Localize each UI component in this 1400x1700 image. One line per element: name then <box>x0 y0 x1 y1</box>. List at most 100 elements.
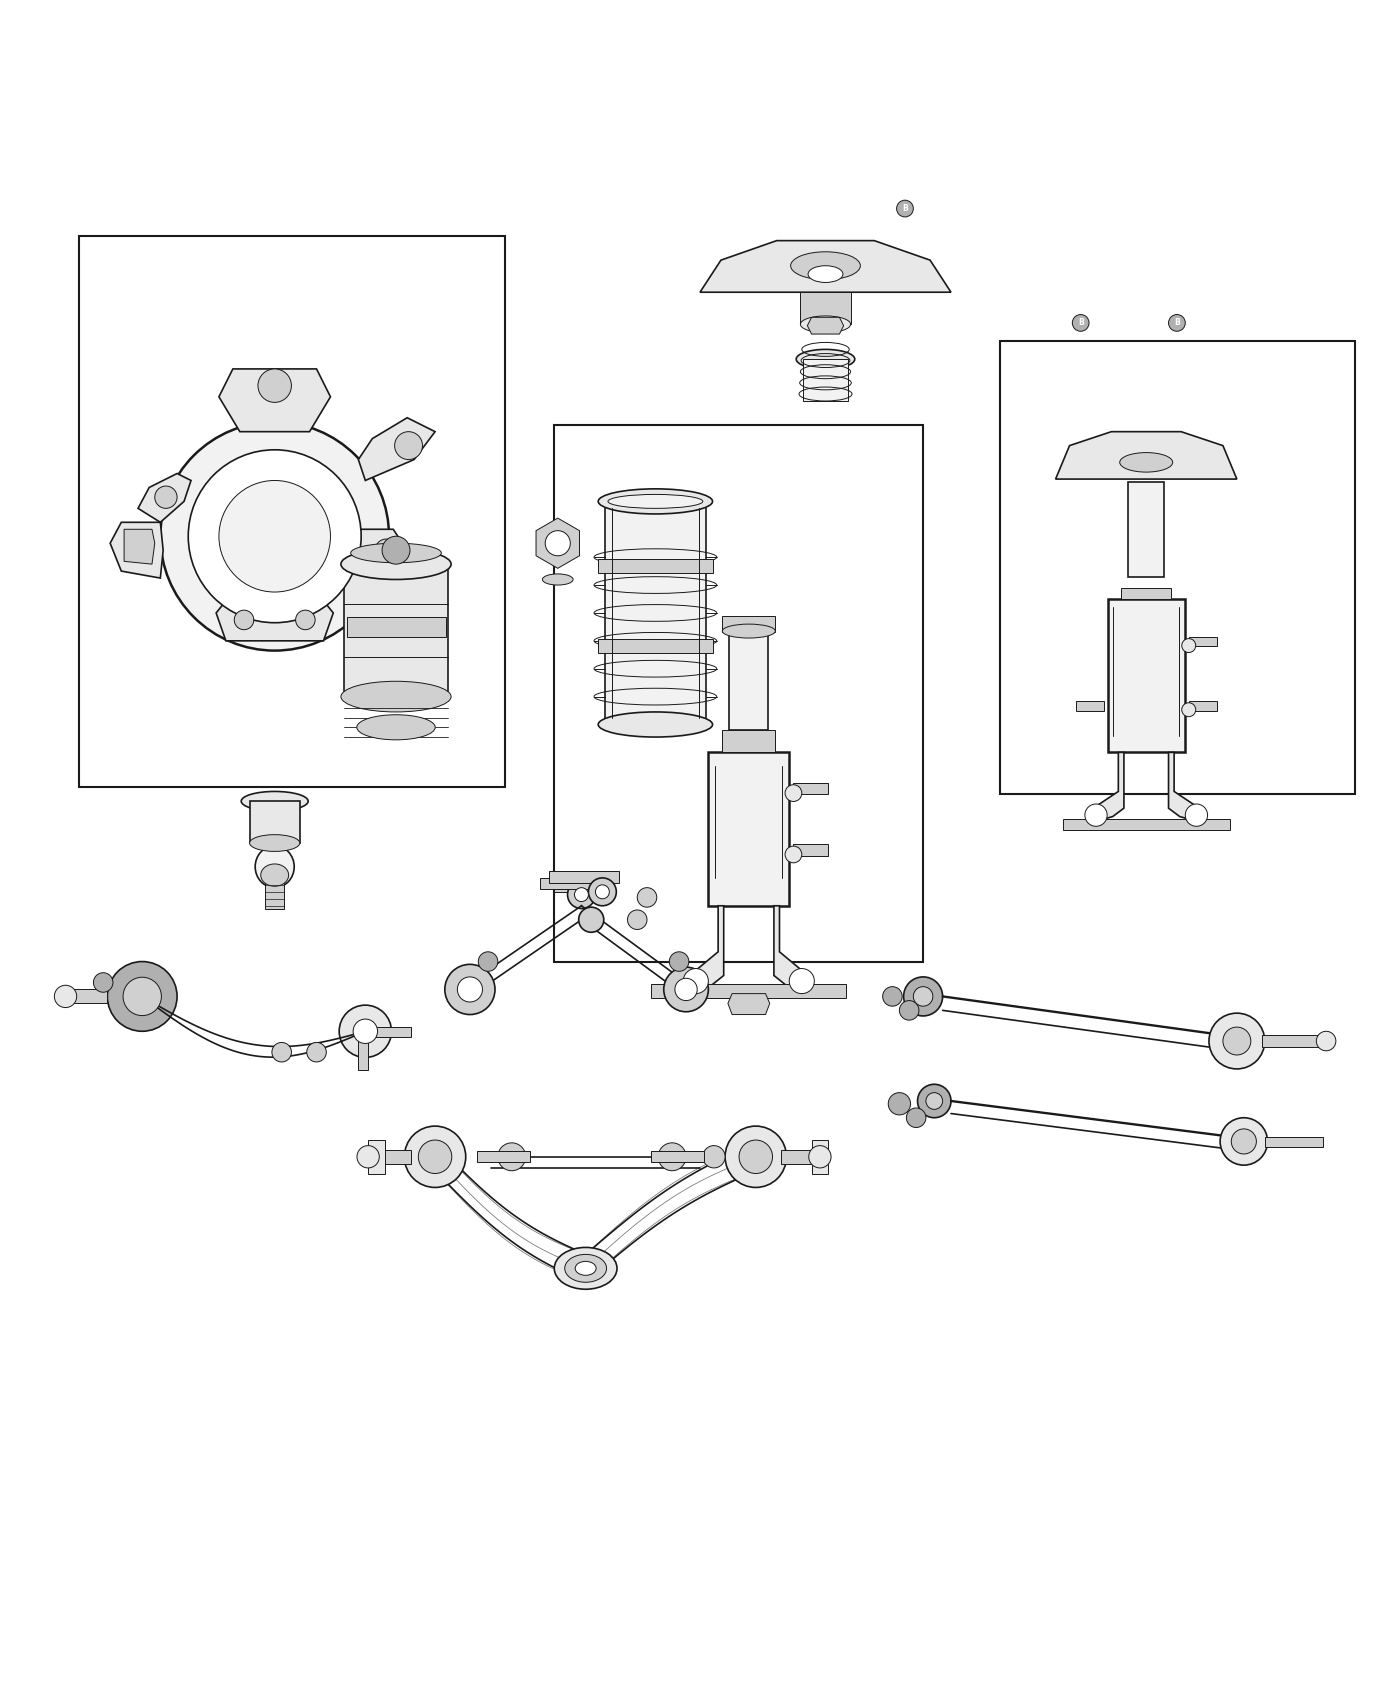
Bar <box>358 1037 368 1071</box>
Circle shape <box>913 986 932 1006</box>
Bar <box>1189 636 1217 646</box>
Ellipse shape <box>542 575 573 585</box>
Bar <box>598 559 713 573</box>
Ellipse shape <box>249 835 300 852</box>
Circle shape <box>419 1141 452 1173</box>
Circle shape <box>1182 639 1196 653</box>
Polygon shape <box>218 369 330 432</box>
Circle shape <box>637 887 657 908</box>
Text: B: B <box>1175 318 1180 328</box>
Circle shape <box>809 1146 832 1168</box>
Bar <box>80 236 505 787</box>
Ellipse shape <box>357 714 435 740</box>
Circle shape <box>627 910 647 930</box>
Bar <box>344 564 448 697</box>
Text: B: B <box>1078 318 1084 328</box>
Circle shape <box>903 977 942 1017</box>
Circle shape <box>1224 1027 1250 1056</box>
Circle shape <box>725 1125 787 1188</box>
Ellipse shape <box>797 350 855 369</box>
Ellipse shape <box>260 864 288 886</box>
Ellipse shape <box>554 1248 617 1289</box>
Polygon shape <box>1093 753 1124 823</box>
Circle shape <box>675 977 697 1001</box>
Ellipse shape <box>255 847 294 887</box>
Circle shape <box>272 1042 291 1062</box>
Ellipse shape <box>342 682 451 712</box>
Polygon shape <box>358 418 435 481</box>
Circle shape <box>683 969 708 993</box>
Circle shape <box>55 986 77 1008</box>
Polygon shape <box>693 906 724 989</box>
Circle shape <box>578 908 603 932</box>
Bar <box>246 592 302 641</box>
Circle shape <box>917 1085 951 1117</box>
Polygon shape <box>1056 432 1236 479</box>
Circle shape <box>595 886 609 899</box>
Circle shape <box>896 201 913 218</box>
Circle shape <box>258 369 291 403</box>
Circle shape <box>382 536 410 564</box>
Circle shape <box>123 977 161 1015</box>
Circle shape <box>790 969 815 993</box>
Circle shape <box>574 887 588 901</box>
Bar <box>722 729 776 753</box>
Polygon shape <box>111 522 164 578</box>
Circle shape <box>906 1108 925 1127</box>
Bar <box>1063 819 1229 831</box>
Circle shape <box>188 450 361 622</box>
Bar <box>66 989 108 1003</box>
Polygon shape <box>700 241 951 292</box>
Bar <box>372 1149 412 1164</box>
Circle shape <box>1221 1117 1267 1165</box>
Ellipse shape <box>575 1261 596 1275</box>
Circle shape <box>1169 314 1186 332</box>
Bar <box>598 639 713 653</box>
Bar <box>477 1151 529 1163</box>
Polygon shape <box>774 906 805 989</box>
Circle shape <box>888 1093 910 1115</box>
Circle shape <box>108 962 176 1032</box>
Circle shape <box>94 972 113 993</box>
Ellipse shape <box>598 712 713 738</box>
Circle shape <box>703 1146 725 1168</box>
Bar <box>605 502 706 724</box>
Bar <box>553 877 609 893</box>
Polygon shape <box>1169 753 1200 823</box>
Circle shape <box>899 1001 918 1020</box>
Bar <box>377 1027 412 1037</box>
Circle shape <box>785 785 802 801</box>
Circle shape <box>445 964 496 1015</box>
Bar <box>794 784 829 794</box>
Bar <box>1107 598 1184 753</box>
Circle shape <box>545 530 570 556</box>
Circle shape <box>458 977 483 1001</box>
Circle shape <box>785 847 802 864</box>
Circle shape <box>664 967 708 1012</box>
Bar <box>553 425 923 962</box>
Circle shape <box>307 1042 326 1062</box>
Circle shape <box>405 1125 466 1188</box>
Polygon shape <box>125 529 155 564</box>
Bar <box>708 753 790 906</box>
Circle shape <box>1316 1032 1336 1051</box>
Ellipse shape <box>791 252 861 280</box>
Bar <box>1261 1035 1329 1047</box>
Bar <box>265 876 284 908</box>
Bar <box>722 615 776 632</box>
Circle shape <box>925 1093 942 1110</box>
Bar <box>812 1141 829 1173</box>
Bar <box>794 845 829 855</box>
Circle shape <box>353 1018 378 1044</box>
Bar <box>1264 1137 1323 1148</box>
Ellipse shape <box>350 544 441 563</box>
Circle shape <box>1210 1013 1264 1069</box>
Polygon shape <box>358 529 407 585</box>
Bar <box>1189 700 1217 711</box>
Ellipse shape <box>808 265 843 282</box>
Bar <box>1128 481 1165 576</box>
Bar <box>539 877 602 889</box>
Ellipse shape <box>801 316 851 333</box>
Polygon shape <box>139 474 190 522</box>
Ellipse shape <box>598 490 713 513</box>
